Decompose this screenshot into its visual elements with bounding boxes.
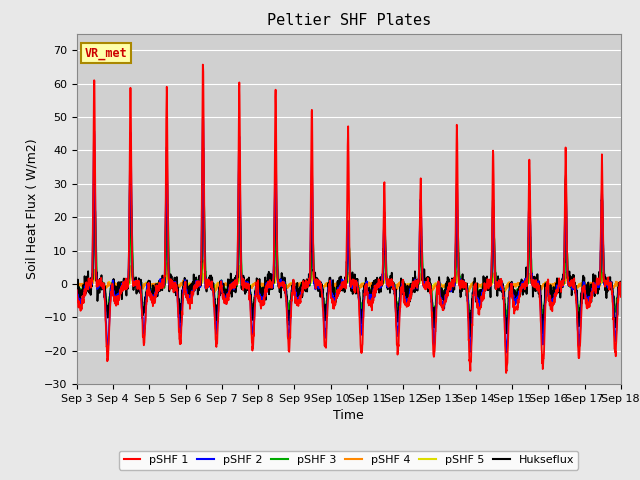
Y-axis label: Soil Heat Flux ( W/m2): Soil Heat Flux ( W/m2) <box>25 139 38 279</box>
Title: Peltier SHF Plates: Peltier SHF Plates <box>267 13 431 28</box>
Text: VR_met: VR_met <box>85 47 128 60</box>
Legend: pSHF 1, pSHF 2, pSHF 3, pSHF 4, pSHF 5, Hukseflux: pSHF 1, pSHF 2, pSHF 3, pSHF 4, pSHF 5, … <box>119 451 579 469</box>
X-axis label: Time: Time <box>333 409 364 422</box>
